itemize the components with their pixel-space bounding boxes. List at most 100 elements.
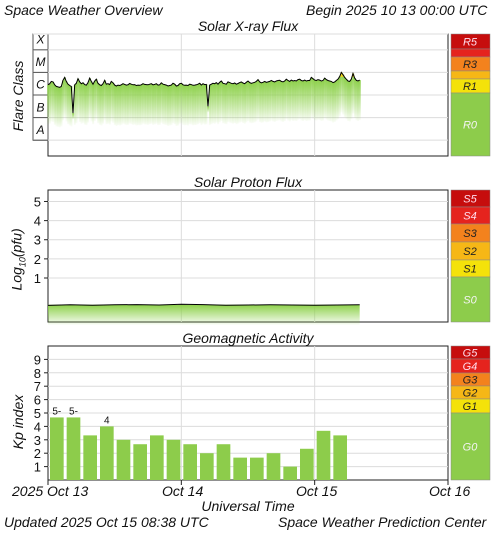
xray-fill-column xyxy=(242,83,245,124)
xray-fill-column xyxy=(77,78,80,119)
geomag-panel-title: Geomagnetic Activity xyxy=(182,330,314,346)
xray-fill-column xyxy=(283,80,286,121)
geomag-ytick-label: 6 xyxy=(34,393,41,408)
xray-fill-column xyxy=(222,83,225,124)
xray-fill-column xyxy=(250,83,253,124)
proton-s-scale-scale-label: S0 xyxy=(463,295,477,307)
xray-fill-column xyxy=(333,81,336,122)
xray-fill-column xyxy=(78,81,81,122)
x-tick-oct14: Oct 14 xyxy=(162,483,204,499)
xray-fill-column xyxy=(210,84,213,125)
xray-fill-column xyxy=(98,84,101,125)
proton-s-scale-band-S0 xyxy=(450,276,491,323)
xray-fill-column xyxy=(47,84,50,125)
xray-fill-column xyxy=(202,83,205,124)
xray-fill-column xyxy=(93,80,96,121)
xray-fill-column xyxy=(253,82,256,123)
xray-fill-column xyxy=(60,86,63,127)
geomag-g-scale-scale-label: G3 xyxy=(463,375,479,387)
xray-fill-column xyxy=(318,80,321,121)
xray-fill-column xyxy=(52,81,55,122)
xray-fill-column xyxy=(63,77,66,118)
x-tick-oct15: Oct 15 xyxy=(296,483,338,499)
xray-fill-column xyxy=(238,82,241,123)
xray-fill-column xyxy=(273,81,276,122)
xray-fill-column xyxy=(258,81,261,122)
xray-fill-column xyxy=(53,84,56,125)
xray-fill-column xyxy=(357,80,360,121)
xray-fill-column xyxy=(300,80,303,121)
xray-fill-column xyxy=(335,80,338,121)
xray-fill-column xyxy=(320,80,323,121)
xray-fill-column xyxy=(323,78,326,119)
kp-bar xyxy=(166,439,181,480)
xray-fill-column xyxy=(325,79,328,120)
xray-fill-column xyxy=(263,81,266,122)
xray-fill-column xyxy=(115,85,118,126)
xray-fill-column xyxy=(227,81,230,122)
x-tick-oct13: 2025 Oct 13 xyxy=(12,483,89,499)
xray-fill-column xyxy=(110,81,113,122)
xray-fill-column xyxy=(268,81,271,122)
xray-fill-column xyxy=(290,80,293,121)
xray-fill-column xyxy=(100,85,103,126)
xray-fill-column xyxy=(135,85,138,126)
xray-fill-column xyxy=(328,80,331,121)
proton-s-scale-scale-label: S4 xyxy=(463,211,476,223)
xray-fill-column xyxy=(140,84,143,125)
kp-bar xyxy=(283,466,297,480)
xray-fill-column xyxy=(343,77,346,118)
xray-fill-column xyxy=(353,78,356,119)
xray-flux-trace xyxy=(47,71,360,114)
xray-fill-column xyxy=(130,84,133,125)
geomag-ytick-label: 4 xyxy=(34,419,41,434)
geomag-ytick-label: 7 xyxy=(34,379,41,394)
xray-fill-column xyxy=(293,80,296,121)
xray-fill-column xyxy=(248,82,251,123)
xray-fill-column xyxy=(240,81,243,122)
xray-fill-column xyxy=(282,81,285,122)
proton-ytick-label: 5 xyxy=(34,194,41,209)
overview-title: Space Weather Overview xyxy=(4,2,163,18)
xray-fill-column xyxy=(147,84,150,125)
xray-fill-column xyxy=(307,80,310,121)
geomag-ytick-label: 3 xyxy=(34,433,41,448)
xray-fill-column xyxy=(317,79,320,120)
xray-fill-column xyxy=(187,85,190,126)
xray-fill-column xyxy=(232,83,235,124)
xray-fill-column xyxy=(195,84,198,125)
xray-fill-column xyxy=(342,74,345,115)
xray-fill-column xyxy=(123,84,126,125)
geomag-g-scale-scale-label: G1 xyxy=(463,401,478,413)
proton-frame xyxy=(47,189,449,323)
proton-s-scale-scale-label: S3 xyxy=(463,228,477,240)
xray-fill-column xyxy=(215,82,218,123)
xray-fill-column xyxy=(235,84,238,125)
proton-ytick-label: 1 xyxy=(34,271,41,286)
xray-fill-column xyxy=(313,80,316,121)
geomag-ytick-label: 5 xyxy=(34,406,41,421)
xray-fill-column xyxy=(167,85,170,126)
xray-fill-column xyxy=(332,82,335,123)
xray-fill-column xyxy=(173,84,176,125)
xray-fill-column xyxy=(190,84,193,125)
xray-fill-column xyxy=(102,83,105,124)
xray-fill-column xyxy=(233,83,236,124)
xray-fill-column xyxy=(298,79,301,120)
xray-panel-title: Solar X-ray Flux xyxy=(197,18,299,34)
xray-fill-column xyxy=(200,85,203,126)
xray-fill-column xyxy=(295,80,298,121)
xray-fill-column xyxy=(218,82,221,123)
proton-ytick-label: 3 xyxy=(34,233,41,248)
xray-fill-column xyxy=(97,83,100,124)
xray-fill-column xyxy=(312,78,315,119)
xray-fill-column xyxy=(57,86,60,127)
xray-fill-column xyxy=(355,80,358,121)
proton-ytick-label: 2 xyxy=(34,252,41,267)
geomag-g-scale-scale-label: G0 xyxy=(463,442,479,454)
xray-fill-column xyxy=(182,84,185,125)
xray-fill-column xyxy=(158,84,161,125)
xray-fill-column xyxy=(178,83,181,124)
xray-fill-column xyxy=(297,79,300,120)
xray-fill-column xyxy=(245,82,248,123)
